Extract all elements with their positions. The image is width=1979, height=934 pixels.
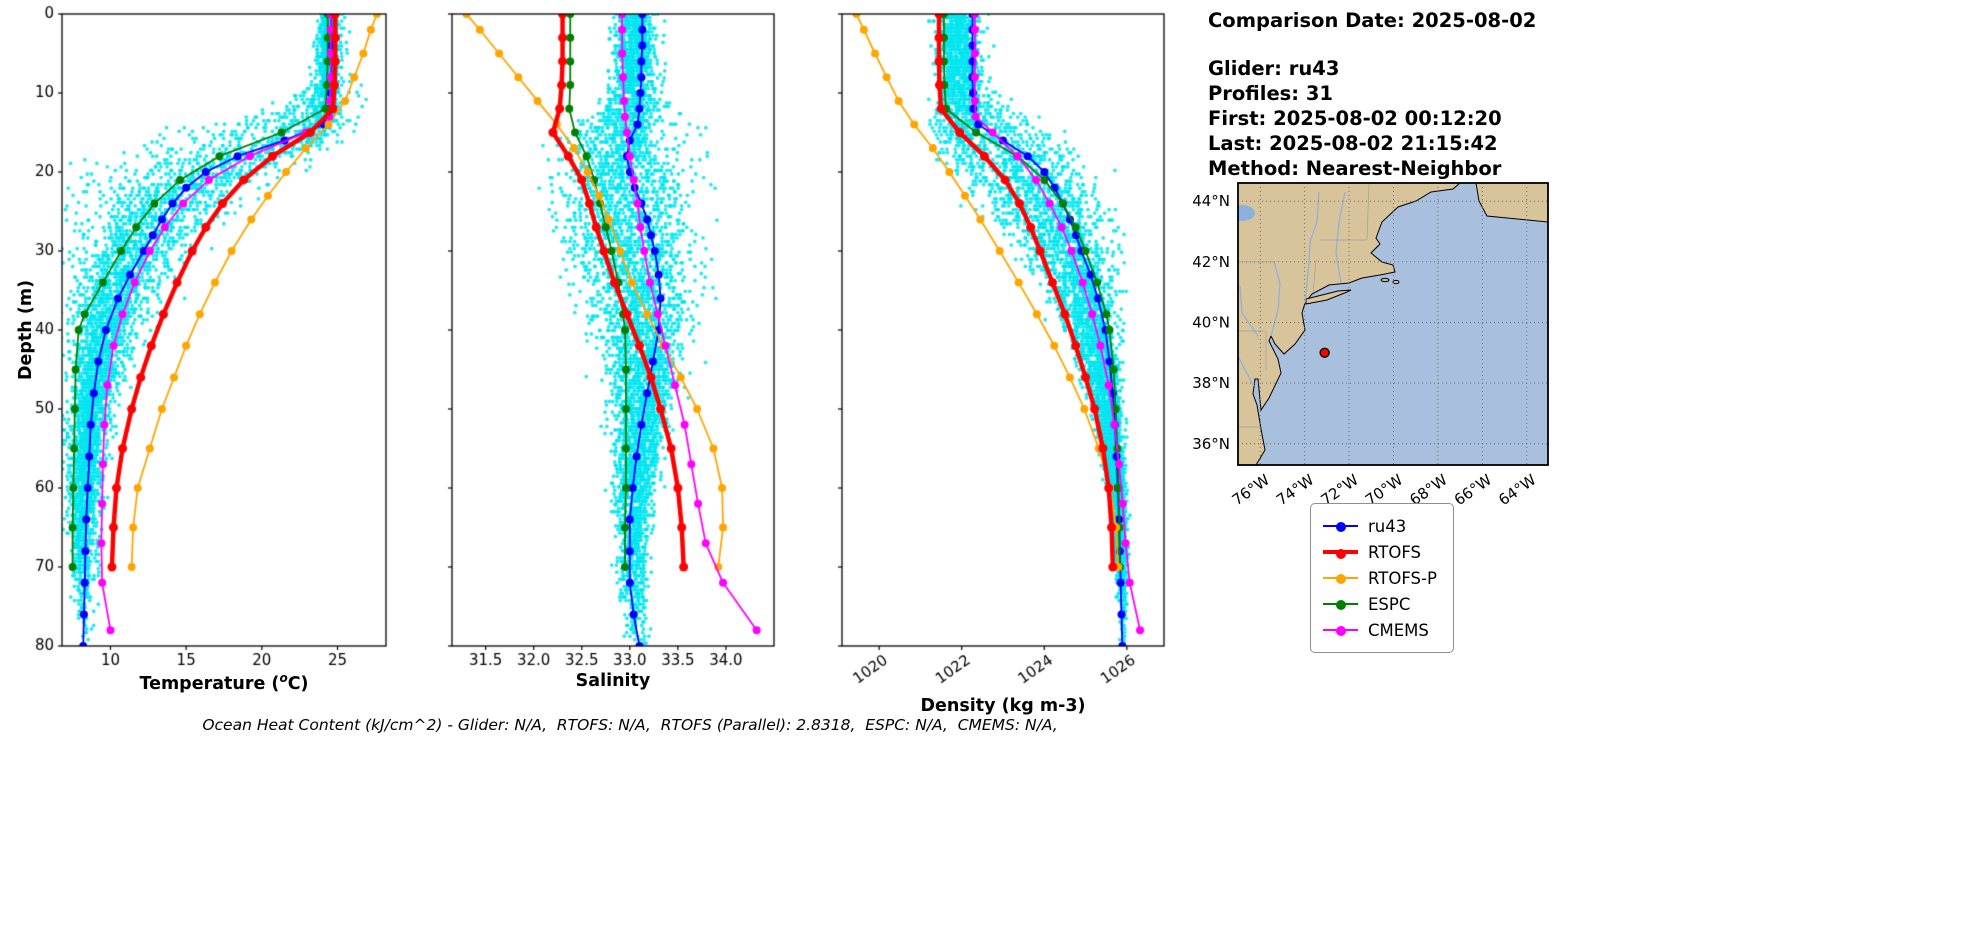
method: Method: Nearest-Neighbor — [1208, 157, 1502, 180]
svg-text:42°N: 42°N — [1192, 253, 1230, 271]
temperature-axis-label: Temperature (oC) — [139, 671, 308, 694]
map-frame — [1237, 182, 1549, 466]
temperature-axis-label-suffix: C) — [287, 673, 309, 694]
comparison-date: Comparison Date: 2025-08-02 — [1208, 9, 1537, 32]
temperature-axis-label-prefix: Temperature ( — [139, 673, 280, 694]
legend-item-2: RTOFS-P — [1323, 565, 1437, 591]
svg-text:66°W: 66°W — [1451, 471, 1495, 510]
map-land — [1238, 183, 1548, 465]
map-island — [1380, 277, 1390, 283]
temperature-axis-label-sup: o — [279, 671, 288, 685]
legend-marker-cmems — [1335, 626, 1346, 636]
last-profile-time: Last: 2025-08-02 21:15:42 — [1208, 132, 1498, 155]
legend-marker-ru43 — [1335, 522, 1346, 532]
legend-item-3: ESPC — [1323, 591, 1437, 617]
map-rivers — [1238, 191, 1346, 387]
legend-label-rtofs-p: RTOFS-P — [1368, 568, 1437, 588]
depth-axis-label: Depth (m) — [16, 279, 36, 381]
legend-line-cmems — [1323, 626, 1358, 636]
legend-marker-rtofs-p — [1335, 574, 1346, 584]
profiles-count: Profiles: 31 — [1208, 82, 1333, 105]
legend-marker-espc — [1335, 600, 1346, 610]
svg-text:76°W: 76°W — [1229, 471, 1273, 510]
glider-position-marker — [1319, 347, 1330, 358]
svg-text:44°N: 44°N — [1192, 192, 1230, 210]
legend-label-rtofs: RTOFS — [1368, 542, 1422, 562]
map-land-mainland — [1238, 183, 1461, 465]
glider-name: Glider: ru43 — [1208, 57, 1340, 80]
first-profile-time: First: 2025-08-02 00:12:20 — [1208, 107, 1502, 130]
ohc-caption: Ocean Heat Content (kJ/cm^2) - Glider: N… — [202, 716, 1058, 734]
legend-item-1: RTOFS — [1323, 539, 1437, 565]
map-island — [1392, 279, 1400, 285]
legend-label-cmems: CMEMS — [1368, 620, 1429, 640]
location-map: 44°N42°N40°N38°N36°N76°W 74°W 72°W 70°W 68°W… — [1192, 182, 1549, 510]
legend-line-espc — [1323, 600, 1358, 610]
legend-label-ru43: ru43 — [1368, 516, 1407, 536]
legend-line-ru43 — [1323, 522, 1358, 532]
info-panel: Comparison Date: 2025-08-02 Glider: ru43… — [1208, 8, 1536, 181]
svg-text:40°N: 40°N — [1192, 313, 1230, 331]
legend: ru43 RTOFS RTOFS-P ESPC CMEMS — [1310, 503, 1454, 653]
svg-text:38°N: 38°N — [1192, 374, 1230, 392]
salinity-axis-label: Salinity — [575, 671, 651, 691]
svg-text:36°N: 36°N — [1192, 435, 1230, 453]
legend-line-rtofs — [1323, 549, 1358, 559]
density-axis-label: Density (kg m-3) — [920, 696, 1086, 716]
svg-text:64°W: 64°W — [1495, 471, 1539, 510]
legend-marker-rtofs — [1335, 549, 1346, 559]
legend-label-espc: ESPC — [1368, 594, 1411, 614]
legend-item-0: ru43 — [1323, 513, 1437, 539]
legend-item-4: CMEMS — [1323, 617, 1437, 643]
map-land-long-island — [1305, 289, 1352, 305]
map-land-nova-scotia — [1475, 183, 1548, 223]
map-lakes — [1238, 205, 1255, 221]
legend-line-rtofs-p — [1323, 574, 1358, 584]
